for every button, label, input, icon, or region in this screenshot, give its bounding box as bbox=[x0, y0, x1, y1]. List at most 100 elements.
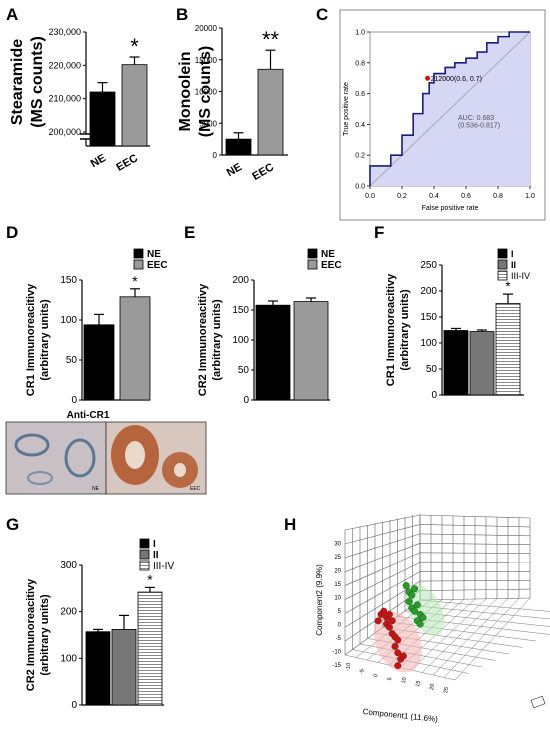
cutoff-label: 212000(0.6, 0.7) bbox=[431, 76, 482, 83]
point-red bbox=[388, 617, 396, 625]
significance-mark: * bbox=[132, 273, 138, 289]
bar-i bbox=[85, 631, 111, 706]
bar-eec bbox=[119, 296, 151, 401]
bar-eec bbox=[257, 68, 284, 156]
legend-label: EEC bbox=[147, 260, 168, 271]
floor-grid-line bbox=[419, 599, 550, 612]
chart-c-roc: 212000(0.6, 0.7) AUC: 0.683(0.536-0.817) 0… bbox=[339, 9, 546, 221]
x-tick-label: 10 bbox=[401, 677, 408, 684]
y-tick-label: 230,000 bbox=[48, 27, 81, 37]
y-tick-label: 100 bbox=[420, 338, 437, 349]
grid-line bbox=[419, 533, 531, 537]
legend-swatch bbox=[133, 248, 144, 259]
y-tick-label: 150 bbox=[60, 275, 77, 286]
legend-label: II bbox=[511, 260, 516, 270]
y-tick-label: 100 bbox=[60, 315, 77, 326]
bar-ne bbox=[89, 91, 116, 147]
panel-label-a: A bbox=[6, 5, 18, 24]
x-axis-label: False positive rate bbox=[422, 205, 479, 212]
y-tick-label: 0 bbox=[71, 700, 77, 711]
point-green bbox=[411, 607, 419, 615]
x-tick-label: 0.2 bbox=[397, 193, 407, 200]
y-tick-label: 0.6 bbox=[355, 91, 365, 98]
y-axis-label: (arbitrary units) bbox=[39, 299, 51, 381]
y-axis-label: CR1 Immunoreacitivy bbox=[25, 283, 37, 396]
bar-eec bbox=[121, 64, 148, 147]
point-green bbox=[416, 620, 424, 628]
chart-h-pca-3d: -15 -10 -5 0 5 10 15 20 25 30 -10 -5 0 5 10 15 20 25 Compo… bbox=[315, 513, 550, 724]
chart-e-cr2: 0 50 100 150 200 CR2 Immunoreacitivy (arbitrar… bbox=[197, 248, 342, 406]
y-tick-label: 0.2 bbox=[355, 153, 365, 160]
y-axis-label: (arbitrary units) bbox=[39, 594, 51, 676]
floor-grid-line bbox=[443, 598, 520, 678]
legend-swatch bbox=[497, 270, 508, 281]
point-green bbox=[405, 598, 413, 606]
floor-grid-line bbox=[454, 597, 531, 681]
chart-d-cr1: 0 50 100 150 CR1 Immunoreacitivy (arbitrary u… bbox=[25, 248, 168, 406]
orientation-glyph bbox=[530, 695, 546, 709]
y-tick-label: 210,000 bbox=[48, 94, 81, 104]
x-tick-label: 5 bbox=[387, 677, 393, 681]
chart-g-cr2-stage: 0 100 200 300 CR2 Immunoreacitivy (arbitrary … bbox=[25, 538, 174, 711]
bar-ne bbox=[225, 138, 252, 156]
point-green bbox=[408, 591, 416, 599]
grid-line bbox=[344, 533, 421, 559]
y-tick-label: 200 bbox=[60, 607, 77, 618]
point-red bbox=[374, 617, 382, 625]
floor-grid-line bbox=[421, 598, 498, 673]
x-tick-label: 25 bbox=[443, 687, 450, 694]
panel-label-e: E bbox=[184, 223, 195, 242]
y-tick-label: 200,000 bbox=[48, 127, 81, 137]
grid-line bbox=[344, 543, 421, 572]
category-label: EEC bbox=[114, 152, 140, 174]
y-tick-label: 250 bbox=[420, 260, 437, 271]
x-tick-label: 0.4 bbox=[429, 193, 439, 200]
significance-mark: * bbox=[130, 34, 139, 59]
x-tick-label: 20 bbox=[429, 683, 436, 690]
y-tick-label: 100 bbox=[60, 653, 77, 664]
panel-label-d: D bbox=[6, 223, 18, 242]
y-tick-label: 220,000 bbox=[48, 60, 81, 70]
x-tick-label: 1.0 bbox=[525, 193, 535, 200]
floor-grid-line bbox=[389, 621, 537, 642]
grid-line bbox=[419, 588, 531, 591]
floor-grid-line bbox=[432, 598, 509, 676]
y-axis-label: (arbitrary units) bbox=[399, 289, 411, 371]
y-tick-label: 20000 bbox=[195, 24, 218, 33]
panel-label-b: B bbox=[176, 5, 188, 24]
roc-curve bbox=[369, 31, 530, 186]
point-green bbox=[402, 582, 410, 590]
x-tick-label: -5 bbox=[359, 669, 366, 675]
y-tick-label: 150 bbox=[420, 312, 437, 323]
y-tick-label: 1.0 bbox=[355, 30, 365, 37]
chart-b-monoolein: 0 5000 10000 15000 20000 Monoolein (MS counts)… bbox=[177, 24, 288, 183]
y-tick-label: 15000 bbox=[195, 56, 218, 65]
cutoff-point bbox=[425, 75, 431, 81]
significance-mark: * bbox=[147, 571, 153, 587]
y-tick-label: 150 bbox=[232, 305, 249, 316]
y-tick-label: 0.4 bbox=[355, 122, 365, 129]
grid-line bbox=[344, 524, 421, 545]
y-tick-label: 100 bbox=[232, 335, 249, 346]
point-green bbox=[413, 601, 421, 609]
z-tick-label: 0 bbox=[338, 623, 342, 629]
z-tick-label: 5 bbox=[338, 609, 342, 615]
point-red bbox=[380, 607, 388, 615]
y-tick-label: 300 bbox=[60, 560, 77, 571]
legend-swatch bbox=[497, 259, 508, 270]
y-axis-label: Monoolein bbox=[177, 52, 194, 132]
x-tick-label: 0 bbox=[373, 674, 379, 678]
panel-label-c: C bbox=[316, 5, 328, 24]
legend-label: I bbox=[153, 539, 156, 550]
bar-ne bbox=[255, 304, 291, 401]
anti-cr1-caption: Anti-CR1 bbox=[67, 410, 110, 421]
legend-label: NE bbox=[321, 249, 335, 260]
panel-label-h: H bbox=[284, 515, 296, 534]
legend-swatch bbox=[307, 248, 318, 259]
x-tick-label: 0.0 bbox=[365, 193, 375, 200]
y-tick-label: 0 bbox=[243, 395, 249, 406]
z-tick-label: -10 bbox=[332, 650, 341, 656]
y-tick-label: 0.8 bbox=[355, 60, 365, 67]
bar-iii-iv bbox=[495, 303, 521, 396]
